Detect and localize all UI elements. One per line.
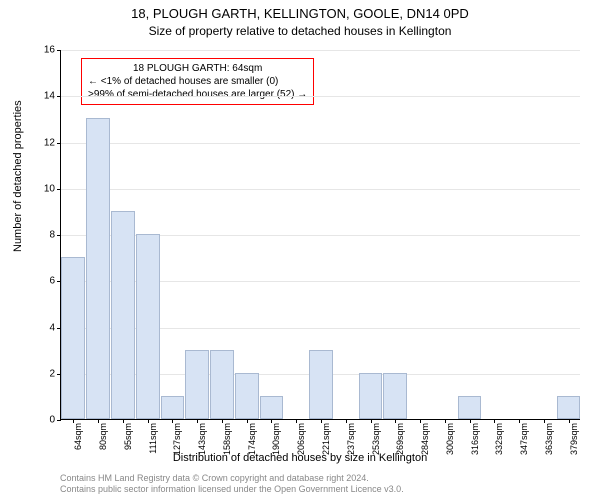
grid-line xyxy=(61,189,580,190)
x-tick-label: 111sqm xyxy=(148,419,158,454)
x-tick-label: 143sqm xyxy=(197,419,207,455)
x-tick-label: 237sqm xyxy=(346,419,356,455)
annotation-line-2: ← <1% of detached houses are smaller (0) xyxy=(88,75,307,88)
x-axis-label: Distribution of detached houses by size … xyxy=(0,452,600,464)
x-tick-label: 316sqm xyxy=(470,419,480,455)
x-tick-label: 284sqm xyxy=(420,419,430,455)
x-tick-label: 127sqm xyxy=(172,419,182,455)
chart-title-sub: Size of property relative to detached ho… xyxy=(0,24,600,38)
bar xyxy=(161,396,185,419)
y-tick-label: 4 xyxy=(49,322,61,333)
x-tick-label: 221sqm xyxy=(321,419,331,455)
grid-line xyxy=(61,50,580,51)
x-tick-label: 269sqm xyxy=(395,419,405,455)
y-tick-label: 10 xyxy=(44,183,61,194)
bar xyxy=(383,373,407,419)
bar xyxy=(557,396,581,419)
bar xyxy=(61,257,85,419)
footer-attribution: Contains HM Land Registry data © Crown c… xyxy=(60,473,404,496)
bar xyxy=(111,211,135,419)
x-tick-label: 253sqm xyxy=(371,419,381,455)
x-tick-label: 332sqm xyxy=(494,419,504,455)
x-tick-label: 95sqm xyxy=(123,419,133,450)
y-tick-label: 14 xyxy=(44,91,61,102)
bar xyxy=(235,373,259,419)
x-tick-label: 158sqm xyxy=(222,419,232,455)
annotation-line-3: >99% of semi-detached houses are larger … xyxy=(88,88,307,101)
y-tick-label: 6 xyxy=(49,276,61,287)
grid-line xyxy=(61,96,580,97)
y-tick-label: 8 xyxy=(49,230,61,241)
bar xyxy=(86,118,110,419)
x-tick-label: 80sqm xyxy=(98,419,108,450)
chart-title-main: 18, PLOUGH GARTH, KELLINGTON, GOOLE, DN1… xyxy=(0,6,600,21)
bar xyxy=(185,350,209,419)
x-tick-label: 206sqm xyxy=(296,419,306,455)
x-tick-label: 363sqm xyxy=(544,419,554,455)
y-tick-label: 16 xyxy=(44,45,61,56)
annotation-box: 18 PLOUGH GARTH: 64sqm ← <1% of detached… xyxy=(81,58,314,105)
x-tick-label: 379sqm xyxy=(569,419,579,455)
footer-line-1: Contains HM Land Registry data © Crown c… xyxy=(60,473,404,485)
bar xyxy=(359,373,383,419)
x-tick-label: 174sqm xyxy=(247,419,257,455)
bar xyxy=(210,350,234,419)
bar xyxy=(309,350,333,419)
footer-line-2: Contains public sector information licen… xyxy=(60,484,404,496)
x-tick-label: 300sqm xyxy=(445,419,455,455)
x-tick-label: 347sqm xyxy=(519,419,529,455)
y-axis-label: Number of detached properties xyxy=(12,100,24,252)
y-tick-label: 0 xyxy=(49,415,61,426)
grid-line xyxy=(61,143,580,144)
bar xyxy=(458,396,482,419)
annotation-line-1: 18 PLOUGH GARTH: 64sqm xyxy=(88,62,307,75)
y-tick-label: 2 xyxy=(49,368,61,379)
bar xyxy=(136,234,160,419)
y-tick-label: 12 xyxy=(44,137,61,148)
bar xyxy=(260,396,284,419)
x-tick-label: 190sqm xyxy=(271,419,281,455)
x-tick-label: 64sqm xyxy=(73,419,83,450)
plot-area: 18 PLOUGH GARTH: 64sqm ← <1% of detached… xyxy=(60,50,580,420)
